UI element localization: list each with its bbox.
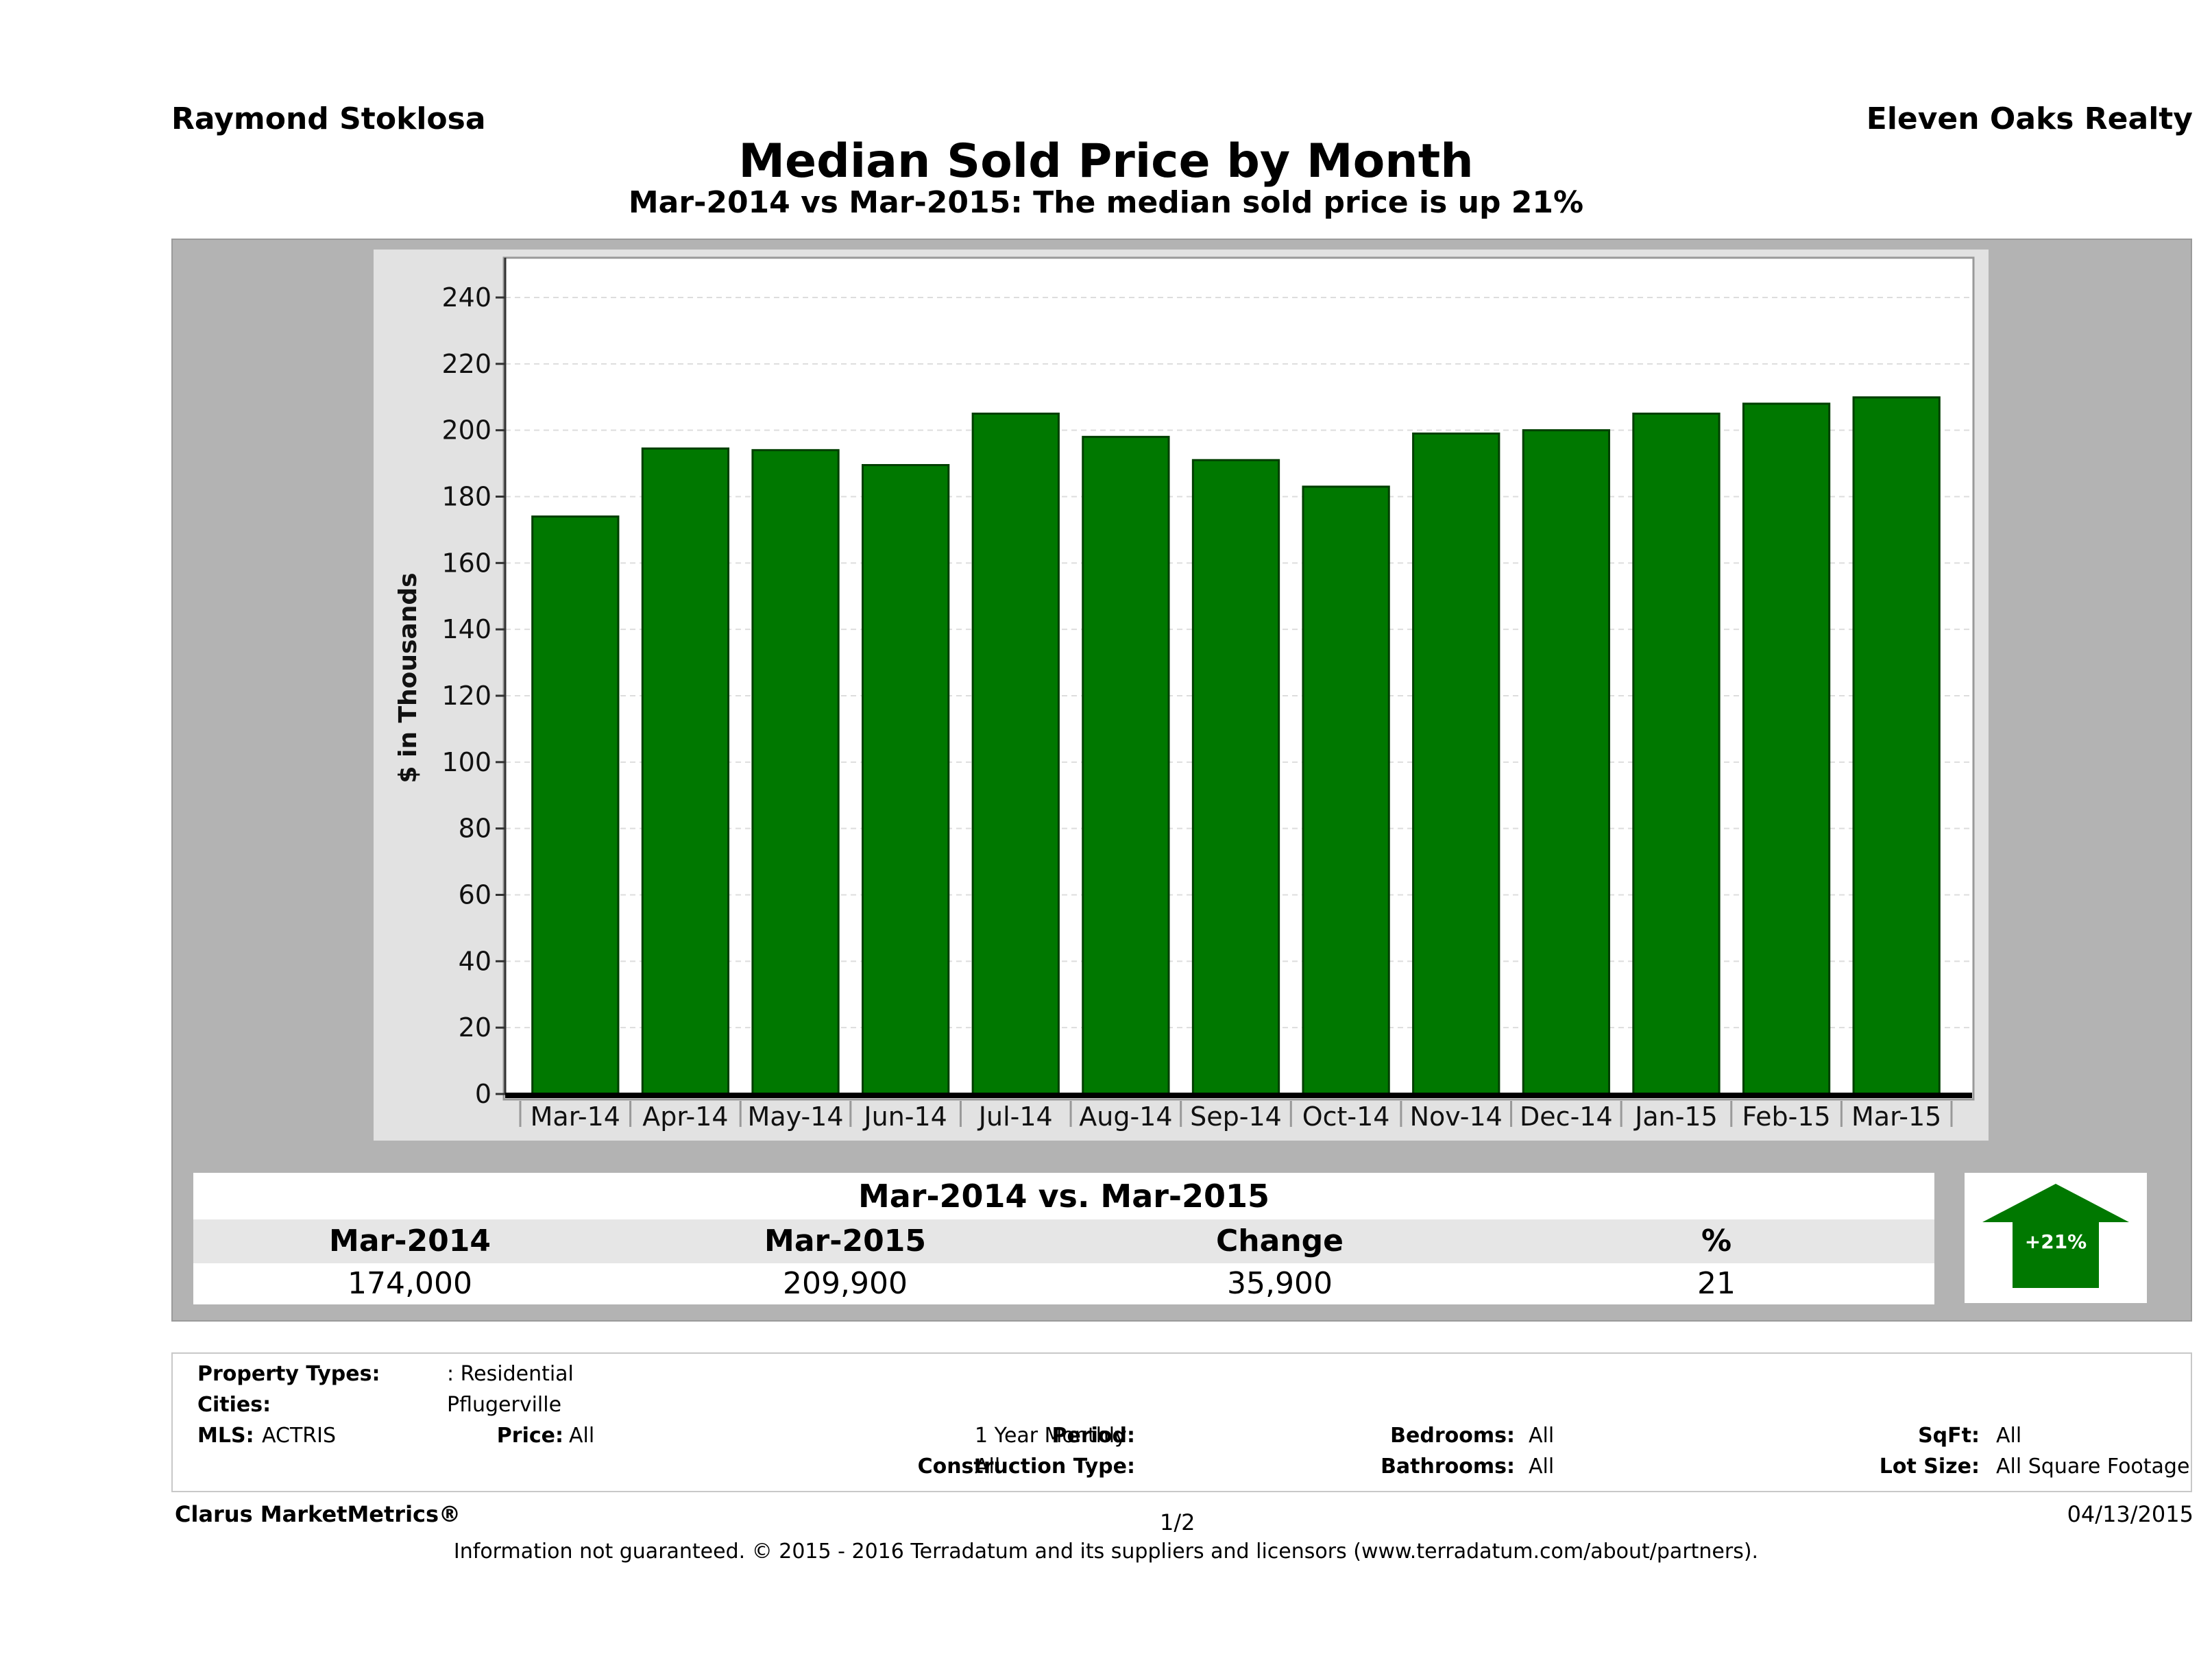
bar-nov-14 (1412, 433, 1500, 1095)
bar-oct-14 (1302, 485, 1390, 1095)
change-badge: +21% (1965, 1173, 2147, 1303)
x-tick-label: Nov-14 (1410, 1102, 1503, 1132)
x-tick-label: Aug-14 (1079, 1102, 1172, 1132)
x-tick-label: May-14 (748, 1102, 844, 1132)
comparison-header-row: Mar-2014 Mar-2015 Change % (193, 1219, 1934, 1263)
y-tick-label: 220 (441, 349, 491, 379)
lot-size-value: All Square Footage (1996, 1455, 2190, 1479)
bar-dec-14 (1522, 429, 1610, 1095)
construction-type-label: Construction Type: (917, 1455, 1135, 1479)
filter-summary: Property Types: : Residential Cities: Pf… (171, 1352, 2192, 1492)
agent-name: Raymond Stoklosa (171, 101, 486, 136)
cities-value: Pflugerville (447, 1393, 562, 1417)
cities-label: Cities: (197, 1393, 271, 1417)
y-tick-label: 0 (475, 1079, 491, 1109)
bar-jun-14 (862, 464, 950, 1095)
y-tick-label: 40 (459, 946, 491, 976)
bar-mar-14 (531, 515, 620, 1095)
mls-label: MLS: (197, 1424, 254, 1448)
y-tick-label: 160 (441, 548, 491, 578)
bathrooms-value: All (1529, 1455, 1555, 1479)
x-tick-label: Apr-14 (642, 1102, 728, 1132)
comparison-value-start: 174,000 (348, 1266, 472, 1301)
comparison-value-row: 174,000 209,900 35,900 21 (193, 1263, 1934, 1304)
period-value: 1 Year Monthly (975, 1424, 1127, 1448)
x-tick-label: Feb-15 (1742, 1102, 1830, 1132)
comparison-table: Mar-2014 vs. Mar-2015 Mar-2014 Mar-2015 … (193, 1173, 1934, 1304)
bar-jul-14 (971, 412, 1060, 1095)
bar-sep-14 (1191, 459, 1280, 1095)
price-value: All (569, 1424, 595, 1448)
price-label: Price: (496, 1424, 563, 1448)
y-tick-label: 200 (441, 415, 491, 446)
sqft-label: SqFt: (1918, 1424, 1980, 1448)
mls-value: ACTRIS (262, 1424, 337, 1448)
y-tick-label: 180 (441, 482, 491, 512)
comparison-value-end: 209,900 (783, 1266, 908, 1301)
sqft-value: All (1996, 1424, 2022, 1448)
y-axis-title: $ in Thousands (394, 572, 422, 783)
y-tick-label: 240 (441, 282, 491, 313)
bar-chart: 0 20 40 60 80 100 120 140 160 180 200 220 240 Mar-14… (394, 256, 1975, 1132)
comparison-value-percent: 21 (1697, 1266, 1736, 1301)
bar-apr-14 (641, 447, 730, 1095)
x-tick-label: Mar-15 (1851, 1102, 1941, 1132)
chart-title: Median Sold Price by Month (738, 134, 1474, 189)
report-date: 04/13/2015 (2067, 1501, 2193, 1527)
lot-size-label: Lot Size: (1879, 1455, 1980, 1479)
period-label: Period: (1052, 1424, 1136, 1448)
y-tick-label: 140 (441, 614, 491, 644)
up-arrow-icon (1982, 1184, 2129, 1288)
bedrooms-value: All (1529, 1424, 1555, 1448)
x-tick-label: Mar-14 (531, 1102, 620, 1132)
bar-mar-15 (1852, 396, 1941, 1095)
brokerage-name: Eleven Oaks Realty (1866, 101, 2193, 136)
comparison-label-start: Mar-2014 (329, 1224, 491, 1258)
property-types-label: Property Types: (197, 1362, 380, 1386)
x-tick-label: Jun-14 (862, 1102, 947, 1132)
bar-aug-14 (1082, 435, 1170, 1095)
bedrooms-label: Bedrooms: (1390, 1424, 1515, 1448)
comparison-label-change: Change (1216, 1224, 1344, 1258)
y-tick-label: 20 (459, 1012, 491, 1043)
x-tick-label: Dec-14 (1520, 1102, 1613, 1132)
comparison-heading: Mar-2014 vs. Mar-2015 (193, 1173, 1934, 1219)
comparison-label-end: Mar-2015 (764, 1224, 926, 1258)
x-tick-label: Sep-14 (1190, 1102, 1282, 1132)
y-tick-label: 60 (459, 880, 491, 910)
y-tick-label: 100 (441, 747, 491, 777)
bar-jan-15 (1632, 412, 1721, 1095)
bar-feb-15 (1742, 402, 1831, 1095)
disclaimer: Information not guaranteed. © 2015 - 201… (453, 1540, 1759, 1564)
page-number: 1/2 (1160, 1509, 1195, 1535)
footer-brand: Clarus MarketMetrics® (175, 1501, 461, 1527)
x-tick-label: Oct-14 (1302, 1102, 1390, 1132)
chart-subtitle: Mar-2014 vs Mar-2015: The median sold pr… (628, 185, 1584, 220)
comparison-label-percent: % (1701, 1224, 1732, 1258)
y-tick-label: 120 (441, 681, 491, 711)
x-tick-label: Jul-14 (977, 1102, 1053, 1132)
y-tick-label: 80 (459, 814, 491, 844)
property-types-value: : Residential (447, 1362, 574, 1386)
comparison-value-change: 35,900 (1227, 1266, 1333, 1301)
change-badge-label: +21% (2024, 1230, 2087, 1253)
construction-type-value: All (975, 1455, 1001, 1479)
x-tick-label: Jan-15 (1633, 1102, 1718, 1132)
bar-may-14 (751, 449, 840, 1095)
bathrooms-label: Bathrooms: (1381, 1455, 1515, 1479)
